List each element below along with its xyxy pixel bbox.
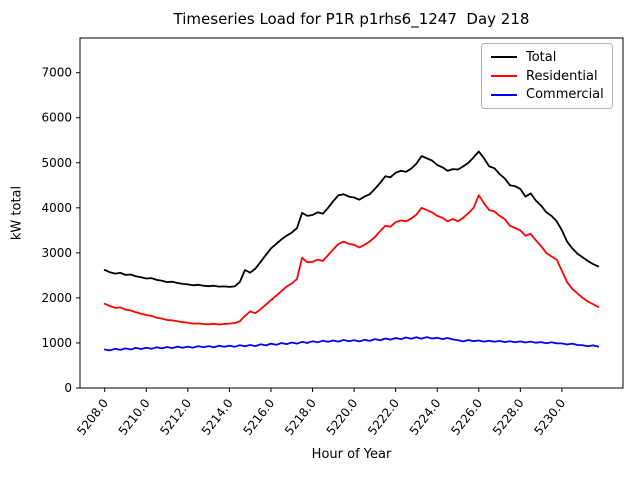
x-tick-label: 5222.0 [365,396,402,438]
y-tick-label: 6000 [41,111,72,125]
legend-label-total: Total [526,49,557,65]
y-tick-label: 2000 [41,291,72,305]
y-tick-label: 0 [64,381,72,395]
legend-label-residential: Residential [526,68,598,84]
x-tick-label: 5230.0 [531,396,568,438]
y-tick-label: 5000 [41,156,72,170]
y-tick-label: 7000 [41,66,72,80]
x-tick-label: 5212.0 [157,396,194,438]
x-tick-label: 5228.0 [490,396,527,438]
legend-line-residential-icon [491,75,517,77]
x-tick-label: 5216.0 [240,396,277,438]
legend-row-residential: Residential [491,69,603,84]
x-tick-label: 5220.0 [324,396,361,438]
y-axis-label: kW total [9,185,25,241]
legend-line-total-icon [491,56,517,59]
legend: Total Residential Commercial [481,43,613,109]
x-tick-label: 5224.0 [407,396,444,438]
x-tick-label: 5214.0 [199,396,236,438]
x-tick-label: 5210.0 [116,396,153,438]
series-line-residential [103,194,600,326]
plot-border [79,37,624,389]
chart-title: Timeseries Load for P1R p1rhs6_1247 Day … [173,10,530,28]
legend-row-total: Total [491,50,603,65]
legend-line-commercial-icon [491,93,517,96]
series-line-total [103,150,600,288]
x-axis-label: Hour of Year [311,447,392,462]
x-tick-label: 5218.0 [282,396,319,438]
y-tick-label: 1000 [41,336,72,350]
legend-row-commercial: Commercial [491,87,604,103]
y-tick-label: 4000 [41,201,72,215]
x-tick-label: 5226.0 [448,396,485,438]
series-line-commercial [103,336,600,352]
legend-label-commercial: Commercial [526,87,604,103]
x-tick-label: 5208.0 [74,396,111,438]
y-tick-label: 3000 [41,246,72,260]
